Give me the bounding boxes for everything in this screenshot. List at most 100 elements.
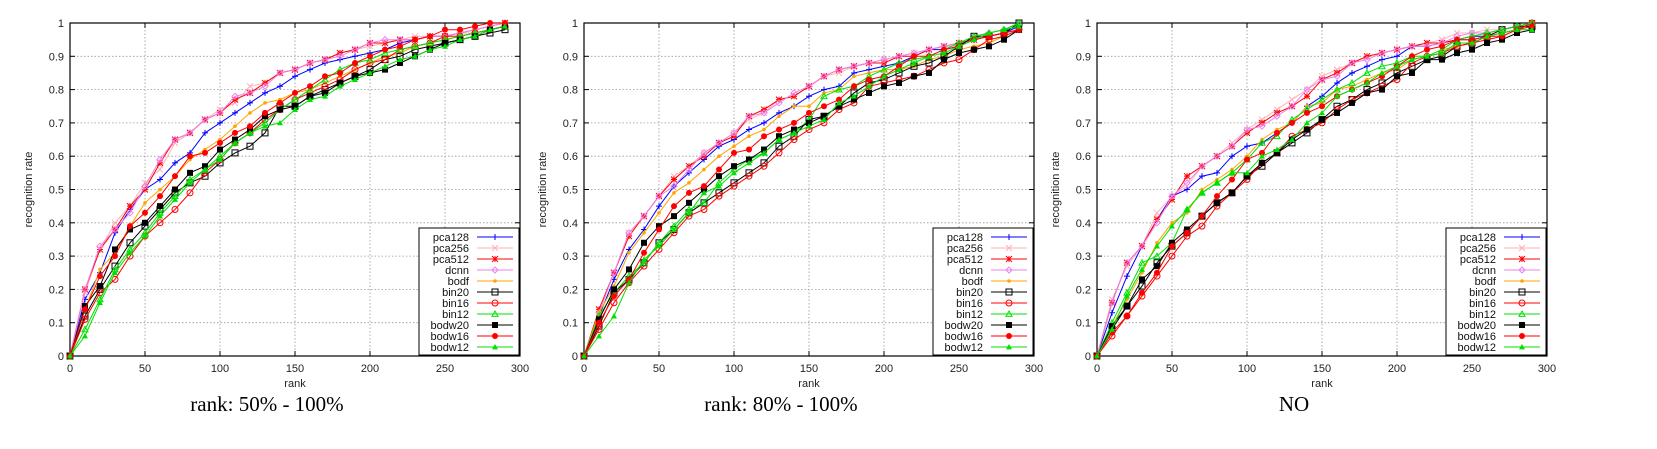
data-point-pca128 xyxy=(1184,186,1190,193)
data-point-pca128 xyxy=(761,119,767,126)
data-point-bodw12 xyxy=(1139,266,1145,272)
data-point-bodf xyxy=(792,104,796,109)
data-point-bodw20 xyxy=(337,79,343,86)
data-point-bodw16 xyxy=(776,126,782,133)
legend-marker xyxy=(1005,299,1013,307)
legend-label: bin20 xyxy=(956,287,983,299)
data-point-bin16 xyxy=(790,136,798,144)
data-point-bodw16 xyxy=(1244,156,1250,163)
data-point-bodf xyxy=(158,187,162,192)
data-point-bodw20 xyxy=(686,199,692,206)
legend-marker xyxy=(492,234,498,240)
y-tick-label: 0.5 xyxy=(563,185,578,197)
data-point-pca128 xyxy=(232,109,238,116)
data-point-bodw12 xyxy=(761,149,767,156)
data-point-dcnn xyxy=(1108,299,1116,307)
legend-marker xyxy=(1005,244,1013,252)
data-point-bodw12 xyxy=(716,183,722,189)
data-point-bodw12 xyxy=(1016,23,1022,29)
data-point-bodw12 xyxy=(97,299,103,306)
series-line-bodw12 xyxy=(69,25,506,357)
data-point-bodw12 xyxy=(187,179,193,186)
data-point-bodw16 xyxy=(172,173,178,180)
legend-marker xyxy=(1006,234,1012,240)
data-point-dcnn xyxy=(1228,142,1236,150)
data-point-bodw12 xyxy=(1244,169,1250,176)
data-point-bodw12 xyxy=(352,76,358,83)
y-tick-label: 0.5 xyxy=(1076,185,1091,197)
data-point-dcnn xyxy=(1183,179,1191,187)
legend-label: pca256 xyxy=(947,243,983,255)
data-point-dcnn xyxy=(231,92,239,100)
data-point-dcnn xyxy=(865,59,873,67)
data-point-dcnn xyxy=(1198,162,1206,170)
data-point-bin16 xyxy=(186,189,194,197)
x-axis-label: rank xyxy=(798,378,820,390)
data-point-dcnn xyxy=(321,55,329,64)
data-point-bodw20 xyxy=(307,93,313,100)
data-point-dcnn xyxy=(1393,45,1401,54)
data-point-bodw12 xyxy=(791,129,797,136)
chart-title: rank: 80% - 100% xyxy=(704,392,857,416)
data-point-bodw16 xyxy=(472,23,478,30)
data-point-bin12 xyxy=(81,325,89,333)
data-point-bodw12 xyxy=(1334,93,1340,99)
legend: pca128pca256pca512dcnnbodfbin20bin16bin1… xyxy=(1445,227,1547,356)
data-point-pca512 xyxy=(126,202,134,210)
data-point-pca128 xyxy=(1214,169,1220,176)
data-point-dcnn xyxy=(1273,112,1281,120)
legend-label: bin16 xyxy=(442,298,469,310)
x-tick-label: 100 xyxy=(211,363,229,375)
legend-marker xyxy=(1520,279,1524,283)
y-axis-label: recognition rate xyxy=(23,152,35,228)
data-point-bodw16 xyxy=(307,83,313,90)
legend-marker xyxy=(1518,309,1526,317)
data-point-bodw16 xyxy=(1214,193,1220,200)
data-point-bodw12 xyxy=(626,279,632,286)
data-point-bodw16 xyxy=(1289,119,1295,126)
data-point-bodw12 xyxy=(821,116,827,122)
data-point-bodw20 xyxy=(1349,99,1355,106)
x-tick-label: 50 xyxy=(653,363,665,375)
data-point-bodf xyxy=(657,211,661,215)
chart-rank-50-100: 0 0.1 0.2 0.3 0.4 0.5 0.6 0.7 0.8 0.9 1 0 50 100 150 20… xyxy=(23,18,529,416)
data-point-bodw20 xyxy=(142,219,148,226)
legend-marker xyxy=(491,288,499,296)
data-point-pca128 xyxy=(1379,56,1385,63)
data-point-bin20 xyxy=(231,149,239,157)
y-axis-label: recognition rate xyxy=(537,152,549,228)
data-point-dcnn xyxy=(186,129,194,137)
data-point-bodw20 xyxy=(1379,86,1385,93)
data-point-bin12 xyxy=(381,48,389,56)
data-point-bodw12 xyxy=(1484,33,1490,39)
data-point-bodw20 xyxy=(262,113,268,120)
data-point-bin12 xyxy=(1318,95,1326,103)
data-point-bodw16 xyxy=(611,293,617,300)
data-point-pca128 xyxy=(262,89,268,96)
legend-marker xyxy=(491,255,499,263)
data-point-bodw12 xyxy=(307,96,313,102)
legend-label: bin16 xyxy=(956,298,983,310)
data-point-dcnn xyxy=(1168,192,1176,200)
data-point-bodw20 xyxy=(821,113,827,120)
data-point-bodw16 xyxy=(127,223,133,230)
data-point-bin12 xyxy=(1273,132,1281,140)
data-point-bin12 xyxy=(880,65,888,73)
data-point-bodw20 xyxy=(1454,49,1460,56)
x-tick-label: 300 xyxy=(511,363,529,375)
data-point-dcnn xyxy=(835,65,843,74)
y-tick-label: 0.1 xyxy=(1076,318,1091,330)
data-point-bodw16 xyxy=(686,189,692,196)
legend-marker xyxy=(491,309,499,317)
data-point-bodw16 xyxy=(157,193,163,200)
data-point-bodw20 xyxy=(926,69,932,76)
data-point-bodf xyxy=(98,267,102,272)
y-tick-label: 0.7 xyxy=(49,118,64,130)
data-point-dcnn xyxy=(715,139,723,147)
data-point-bodw12 xyxy=(851,93,857,99)
data-point-bodw20 xyxy=(716,173,722,180)
legend-marker xyxy=(1005,309,1013,317)
x-tick-label: 0 xyxy=(581,363,587,375)
legend-label: bodw20 xyxy=(1457,320,1496,332)
data-point-bodw16 xyxy=(1304,109,1310,116)
